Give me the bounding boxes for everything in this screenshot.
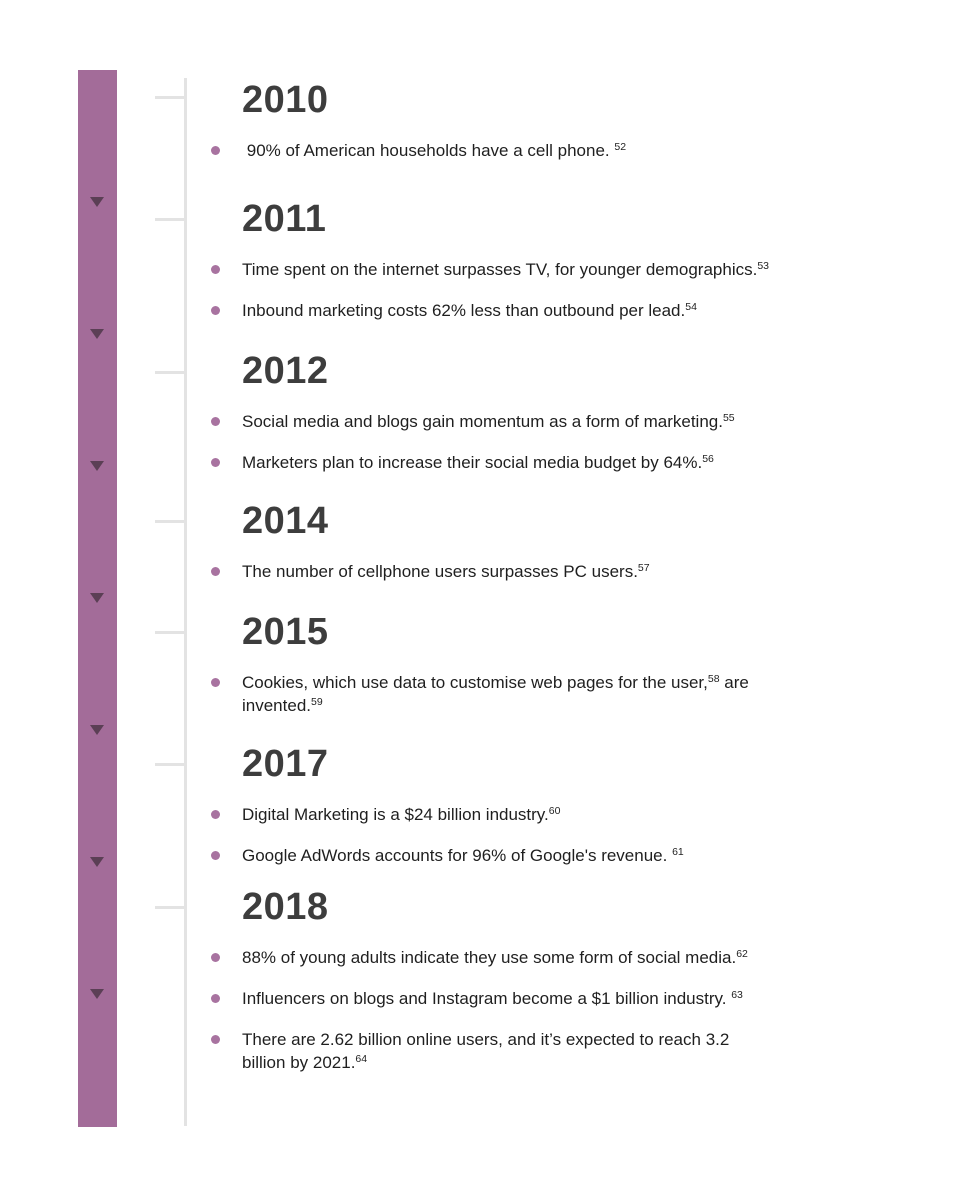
bullet-dot-icon xyxy=(211,306,220,315)
bullet-dot-icon xyxy=(211,678,220,687)
year-heading: 2015 xyxy=(242,611,329,653)
bullet-dot-icon xyxy=(211,567,220,576)
triangle-down-icon xyxy=(90,725,104,735)
timeline-section-2017: 2017 Digital Marketing is a $24 billion i… xyxy=(211,742,911,885)
year-heading: 2012 xyxy=(242,350,329,392)
bullet-text: There are 2.62 billion online users, and… xyxy=(242,1030,730,1072)
year-heading: 2014 xyxy=(242,500,329,542)
footnote-ref: 59 xyxy=(311,696,323,708)
list-item: Influencers on blogs and Instagram becom… xyxy=(211,987,911,1010)
list-item: Marketers plan to increase their social … xyxy=(211,451,911,474)
triangle-down-icon xyxy=(90,857,104,867)
bullet-text: Marketers plan to increase their social … xyxy=(242,453,714,472)
year-tick xyxy=(155,906,185,909)
triangle-down-icon xyxy=(90,329,104,339)
footnote-ref: 63 xyxy=(731,989,743,1001)
timeline-section-2010: 2010 90% of American households have a c… xyxy=(211,78,911,180)
bullet-dot-icon xyxy=(211,458,220,467)
year-tick xyxy=(155,520,185,523)
timeline-axis-line xyxy=(184,78,187,1126)
list-item: 90% of American households have a cell p… xyxy=(211,139,911,162)
year-heading: 2011 xyxy=(242,198,327,240)
bullet-text: 88% of young adults indicate they use so… xyxy=(242,948,748,967)
timeline-section-2015: 2015 Cookies, which use data to customise… xyxy=(211,610,911,735)
triangle-down-icon xyxy=(90,461,104,471)
bullet-text: Time spent on the internet surpasses TV,… xyxy=(242,260,770,279)
list-item: There are 2.62 billion online users, and… xyxy=(211,1028,911,1074)
year-tick xyxy=(155,371,185,374)
list-item: Digital Marketing is a $24 billion indus… xyxy=(211,803,911,826)
year-heading: 2017 xyxy=(242,743,329,785)
bullet-text: Influencers on blogs and Instagram becom… xyxy=(242,989,743,1008)
list-item: Inbound marketing costs 62% less than ou… xyxy=(211,299,911,322)
year-tick xyxy=(155,631,185,634)
footnote-ref: 57 xyxy=(637,562,650,574)
footnote-ref: 62 xyxy=(736,948,748,960)
bullet-dot-icon xyxy=(211,994,220,1003)
triangle-down-icon xyxy=(90,197,104,207)
list-item: The number of cellphone users surpasses … xyxy=(211,560,911,583)
bullet-text: Cookies, which use data to customise web… xyxy=(242,673,749,715)
bullet-list: Time spent on the internet surpasses TV,… xyxy=(211,258,911,322)
list-item: Time spent on the internet surpasses TV,… xyxy=(211,258,911,281)
bullet-list: Social media and blogs gain momentum as … xyxy=(211,410,911,474)
year-tick xyxy=(155,96,185,99)
bullet-text: Google AdWords accounts for 96% of Googl… xyxy=(242,846,684,865)
timeline-section-2012: 2012 Social media and blogs gain momentum… xyxy=(211,349,911,492)
footnote-ref: 56 xyxy=(702,453,714,465)
bullet-dot-icon xyxy=(211,417,220,426)
bullet-text: Inbound marketing costs 62% less than ou… xyxy=(242,301,697,320)
timeline-section-2014: 2014 The number of cellphone users surpas… xyxy=(211,499,911,601)
bullet-text: The number of cellphone users surpasses … xyxy=(242,562,650,581)
list-item: Social media and blogs gain momentum as … xyxy=(211,410,911,433)
triangle-down-icon xyxy=(90,989,104,999)
bullet-list: The number of cellphone users surpasses … xyxy=(211,560,911,583)
timeline-section-2018: 2018 88% of young adults indicate they us… xyxy=(211,885,911,1092)
bullet-dot-icon xyxy=(211,810,220,819)
bullet-list: 90% of American households have a cell p… xyxy=(211,139,911,162)
footnote-ref: 53 xyxy=(757,260,770,272)
list-item: 88% of young adults indicate they use so… xyxy=(211,946,911,969)
footnote-ref: 61 xyxy=(672,846,684,858)
list-item: Cookies, which use data to customise web… xyxy=(211,671,911,717)
bullet-dot-icon xyxy=(211,146,220,155)
year-tick xyxy=(155,218,185,221)
bullet-dot-icon xyxy=(211,851,220,860)
footnote-ref: 55 xyxy=(722,412,735,424)
year-heading: 2018 xyxy=(242,886,329,928)
footnote-ref: 54 xyxy=(685,301,697,313)
year-heading: 2010 xyxy=(242,79,329,121)
bullet-dot-icon xyxy=(211,953,220,962)
bullet-text: Social media and blogs gain momentum as … xyxy=(242,412,735,431)
footnote-ref: 52 xyxy=(614,141,627,153)
footnote-ref: 58 xyxy=(707,673,720,685)
timeline-section-2011: 2011 Time spent on the internet surpasses… xyxy=(211,197,911,340)
bullet-list: Cookies, which use data to customise web… xyxy=(211,671,911,717)
bullet-dot-icon xyxy=(211,1035,220,1044)
footnote-ref: 60 xyxy=(548,805,561,817)
bullet-text: 90% of American households have a cell p… xyxy=(242,141,627,160)
year-tick xyxy=(155,763,185,766)
bullet-dot-icon xyxy=(211,265,220,274)
list-item: Google AdWords accounts for 96% of Googl… xyxy=(211,844,911,867)
triangle-down-icon xyxy=(90,593,104,603)
footnote-ref: 64 xyxy=(355,1053,368,1065)
bullet-text: Digital Marketing is a $24 billion indus… xyxy=(242,805,561,824)
bullet-list: Digital Marketing is a $24 billion indus… xyxy=(211,803,911,867)
bullet-list: 88% of young adults indicate they use so… xyxy=(211,946,911,1074)
